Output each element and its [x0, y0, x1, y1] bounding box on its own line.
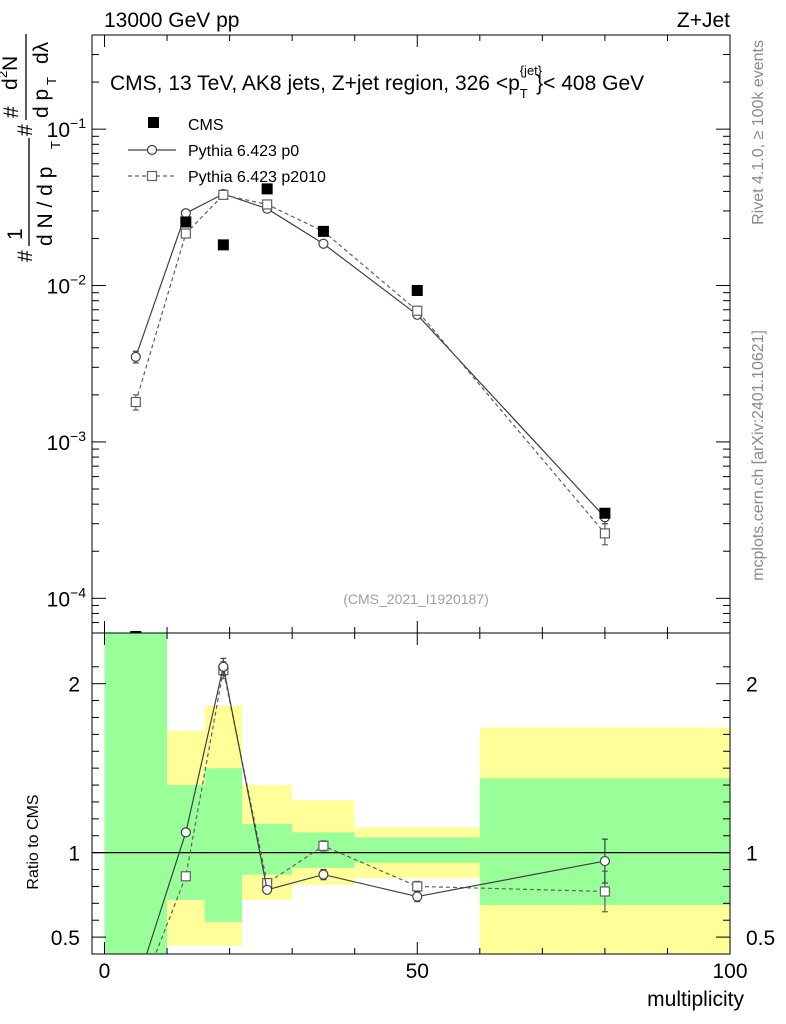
- ylabel-dn: d N / d p: [34, 167, 57, 246]
- main-series: [130, 183, 611, 633]
- main-p2010-point: [262, 199, 273, 210]
- ylabel-t-1: T: [48, 141, 63, 149]
- legend-p0-marker: [146, 144, 158, 156]
- ratio-y-tick-label-right-1: 1: [746, 843, 758, 866]
- ratio-series: [131, 657, 611, 1009]
- main-p2010-line: [135, 194, 606, 534]
- ratio-p2010-point: [131, 1000, 140, 1009]
- ratio-y-tick-label-right-2: 2: [746, 674, 758, 697]
- legend-p2010-marker: [146, 170, 158, 182]
- x-axis-label: multiplicity: [647, 988, 744, 1011]
- ylabel-dp: d p: [30, 89, 53, 118]
- ratio-y-tick-label-left-2: 2: [68, 674, 80, 697]
- main-p2010-point: [412, 305, 423, 316]
- ratio-y-tick-label-left-1: 1: [68, 843, 80, 866]
- ylabel-hash-1: #: [14, 250, 37, 262]
- ratio-p0-point: [180, 827, 191, 838]
- legend: CMS Pythia 6.423 p0 Pythia 6.423 p2010: [128, 117, 326, 186]
- band-green-0: [104, 633, 168, 954]
- legend-p0-label: Pythia 6.423 p0: [188, 143, 299, 160]
- ylabel-two: 2: [0, 71, 10, 78]
- ratio-p2010-point: [180, 871, 191, 882]
- ratio-p0-point: [262, 884, 273, 895]
- main-p2010-point: [180, 228, 191, 239]
- x-tick-label-1: 50: [406, 960, 429, 983]
- main-p0-point: [318, 238, 329, 249]
- band-green-3: [242, 823, 293, 875]
- band-green-2: [204, 768, 243, 922]
- ratio-y-tick-label-right-0: 0.5: [746, 927, 775, 950]
- main-cms-point: [217, 239, 229, 251]
- main-cms-point: [411, 284, 423, 296]
- main-p2010-point: [218, 189, 229, 200]
- main-y-axis-label: # 1 d N / d p T # d 2 N # d p T dλ: [0, 34, 63, 262]
- ratio-p0-point: [412, 891, 423, 902]
- ratio-p2010-point: [318, 840, 329, 851]
- header-left: 13000 GeV pp: [104, 9, 239, 32]
- legend-cms-label: CMS: [188, 117, 224, 134]
- main-cms-point: [317, 225, 329, 237]
- ratio-bands: [104, 633, 730, 954]
- main-y-tick-label-2: 10−3: [47, 428, 87, 455]
- ylabel-dl: dλ: [30, 41, 53, 64]
- rivet-label: Rivet 4.1.0, ≥ 100k events: [750, 40, 767, 225]
- ratio-y-axis-label: Ratio to CMS: [25, 794, 42, 889]
- title-sub: T: [520, 86, 528, 101]
- analysis-watermark: (CMS_2021_I1920187): [343, 591, 489, 607]
- main-y-tick-label-3: 10−4: [47, 584, 87, 611]
- axis-ticks: [92, 34, 731, 954]
- main-cms-point: [130, 630, 142, 633]
- plot-title: CMS, 13 TeV, AK8 jets, Z+jet region, 326…: [110, 63, 644, 101]
- ratio-p2010-point: [599, 886, 611, 897]
- title-sup: {jet}: [520, 63, 543, 78]
- main-y-tick-label-0: 10−1: [47, 115, 87, 142]
- main-p2010-point: [130, 396, 141, 408]
- ratio-p0-point: [318, 869, 329, 880]
- ratio-p0-point: [599, 855, 611, 867]
- title-tail: }< 408 GeV: [536, 72, 644, 95]
- band-green-5: [354, 837, 480, 863]
- axis-tick-labels: 10−1 10−2 10−3 10−4 0.5 0.5 1 1 2 2 0 50 100: [47, 115, 776, 983]
- ylabel-n: N: [0, 56, 22, 71]
- ratio-y-tick-label-left-0: 0.5: [51, 927, 80, 950]
- ratio-p0-point: [131, 983, 140, 992]
- legend-p2010-label: Pythia 6.423 p2010: [188, 169, 326, 186]
- main-cms-point: [599, 507, 611, 519]
- main-p2010-point: [599, 528, 611, 539]
- ratio-p2010-point: [412, 881, 423, 892]
- main-p0-point: [180, 208, 191, 219]
- ylabel-hash-2: #: [14, 124, 37, 136]
- main-p0-point: [130, 351, 141, 362]
- legend-cms-marker: [148, 117, 159, 128]
- ratio-plot-frame: [91, 632, 731, 955]
- ylabel-hash-3: #: [0, 106, 23, 118]
- ylabel-d2: d: [0, 78, 22, 90]
- ylabel-t-2: T: [44, 77, 59, 85]
- mcplots-label: mcplots.cern.ch [arXiv:2401.10621]: [750, 330, 767, 581]
- ylabel-one: 1: [4, 228, 27, 240]
- main-p0-line: [135, 193, 606, 518]
- x-tick-label-0: 0: [99, 960, 111, 983]
- ratio-p0-point: [218, 661, 229, 672]
- header-right: Z+Jet: [677, 9, 730, 32]
- main-cms-point: [261, 183, 273, 195]
- main-cms-point: [180, 216, 192, 228]
- main-y-tick-label-1: 10−2: [47, 272, 87, 299]
- x-tick-label-2: 100: [712, 960, 747, 983]
